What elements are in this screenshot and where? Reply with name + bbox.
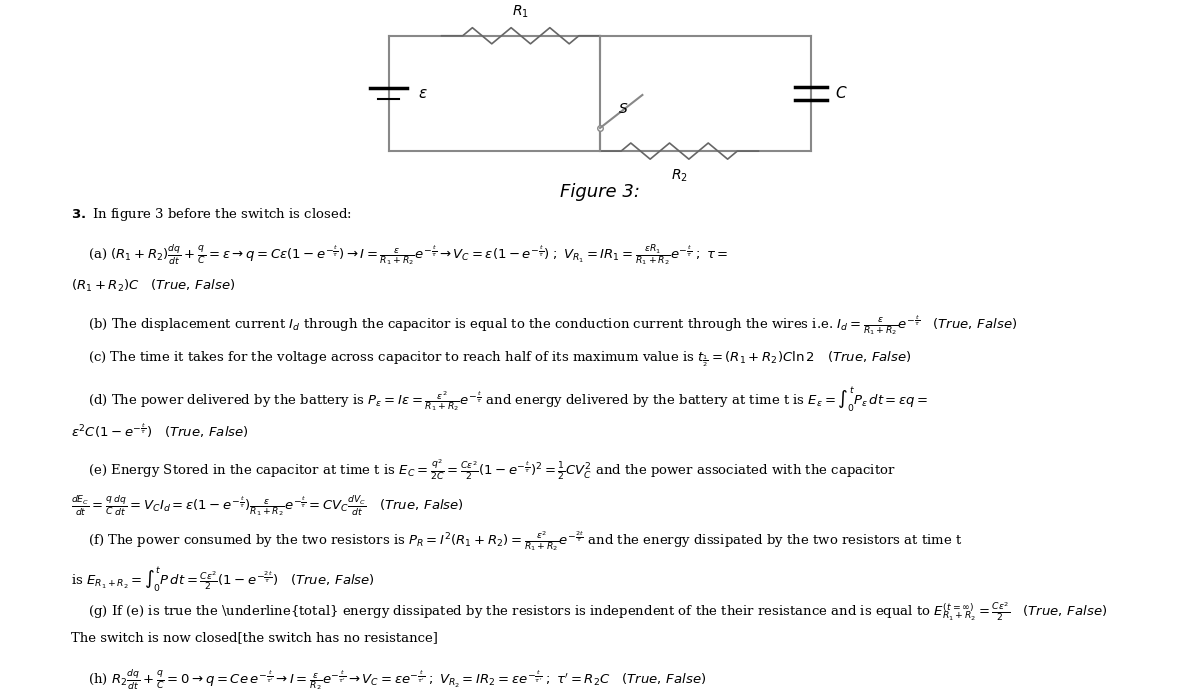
Text: (c) The time it takes for the voltage across capacitor to reach half of its maxi: (c) The time it takes for the voltage ac… (88, 349, 912, 369)
Text: $\mathbf{3.}$ In figure 3 before the switch is closed:: $\mathbf{3.}$ In figure 3 before the swi… (71, 206, 352, 224)
Text: $R_1$: $R_1$ (512, 3, 529, 20)
Text: The switch is now closed[the switch has no resistance]: The switch is now closed[the switch has … (71, 631, 438, 644)
Text: (h) $R_2\frac{dq}{dt} + \frac{q}{C} = 0 \rightarrow q = Ce\,e^{-\frac{t}{\tau^{\: (h) $R_2\frac{dq}{dt} + \frac{q}{C} = 0 … (88, 667, 706, 692)
Text: (a) $(R_1 + R_2)\frac{dq}{dt} + \frac{q}{C} = \varepsilon \rightarrow q = C\vare: (a) $(R_1 + R_2)\frac{dq}{dt} + \frac{q}… (88, 242, 728, 267)
Text: $(R_1 + R_2)C \quad \mathit{(True,\, False)}$: $(R_1 + R_2)C \quad \mathit{(True,\, Fal… (71, 278, 235, 294)
Text: $S$: $S$ (618, 102, 629, 116)
Text: $C$: $C$ (835, 85, 847, 102)
Text: $R_2$: $R_2$ (671, 167, 688, 184)
Text: $\frac{dE_C}{dt} = \frac{q}{C}\frac{dq}{dt} = V_C I_d = \varepsilon(1 - e^{-\fra: $\frac{dE_C}{dt} = \frac{q}{C}\frac{dq}{… (71, 493, 463, 518)
Text: (d) The power delivered by the battery is $P_\varepsilon = I\varepsilon = \frac{: (d) The power delivered by the battery i… (88, 385, 929, 415)
Text: (f) The power consumed by the two resistors is $P_R = I^2(R_1 + R_2) = \frac{\va: (f) The power consumed by the two resist… (88, 529, 962, 553)
Text: Figure 3:: Figure 3: (560, 183, 640, 201)
Text: $\varepsilon$: $\varepsilon$ (418, 86, 427, 101)
Text: (e) Energy Stored in the capacitor at time t is $E_C = \frac{q^2}{2C} = \frac{C\: (e) Energy Stored in the capacitor at ti… (88, 457, 896, 482)
Text: is $E_{R_1+R_2} = \int_0^t P\,dt = \frac{C\varepsilon^2}{2}(1 - e^{-\frac{2t}{\t: is $E_{R_1+R_2} = \int_0^t P\,dt = \frac… (71, 565, 374, 594)
Text: (b) The displacement current $I_d$ through the capacitor is equal to the conduct: (b) The displacement current $I_d$ throu… (88, 314, 1018, 337)
Text: $\varepsilon^2 C(1 - e^{-\frac{t}{\tau}}) \quad \mathit{(True,\, False)}$: $\varepsilon^2 C(1 - e^{-\frac{t}{\tau}}… (71, 421, 248, 439)
Text: (g) If (e) is true the \underline{total} energy dissipated by the resistors is i: (g) If (e) is true the \underline{total}… (88, 601, 1108, 623)
